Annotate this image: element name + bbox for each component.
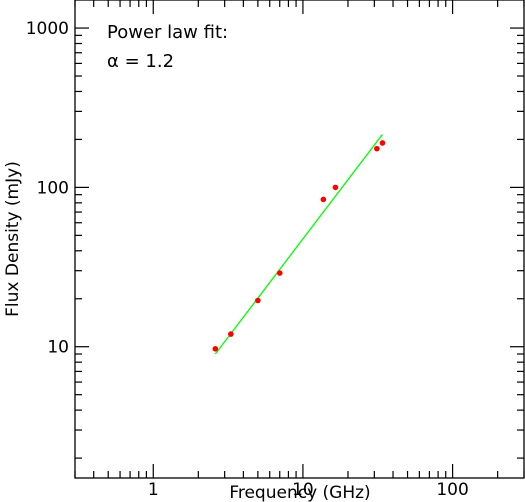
x-axis-label: Frequency (GHz) — [229, 483, 370, 502]
x-tick-label: 10 — [292, 480, 314, 500]
data-point — [276, 270, 283, 276]
y-tick-label: 10 — [47, 338, 69, 358]
data-point — [228, 331, 234, 337]
data-point — [379, 140, 386, 146]
fit-line — [214, 134, 383, 355]
data-point — [320, 196, 327, 203]
data-point — [255, 297, 261, 304]
y-axis-label: Flux Density (mJy) — [3, 161, 23, 317]
annotation-alpha: α = 1.2 — [107, 51, 174, 72]
data-point — [332, 184, 339, 191]
x-tick-label: 1 — [148, 480, 159, 500]
annotation-title: Power law fit: — [107, 22, 228, 43]
data-point — [374, 145, 380, 152]
data-point — [212, 346, 219, 352]
y-tick-label: 1000 — [26, 19, 69, 39]
x-tick-label: 100 — [436, 480, 468, 500]
plot-frame — [74, 0, 525, 479]
y-tick-label: 100 — [37, 178, 69, 198]
